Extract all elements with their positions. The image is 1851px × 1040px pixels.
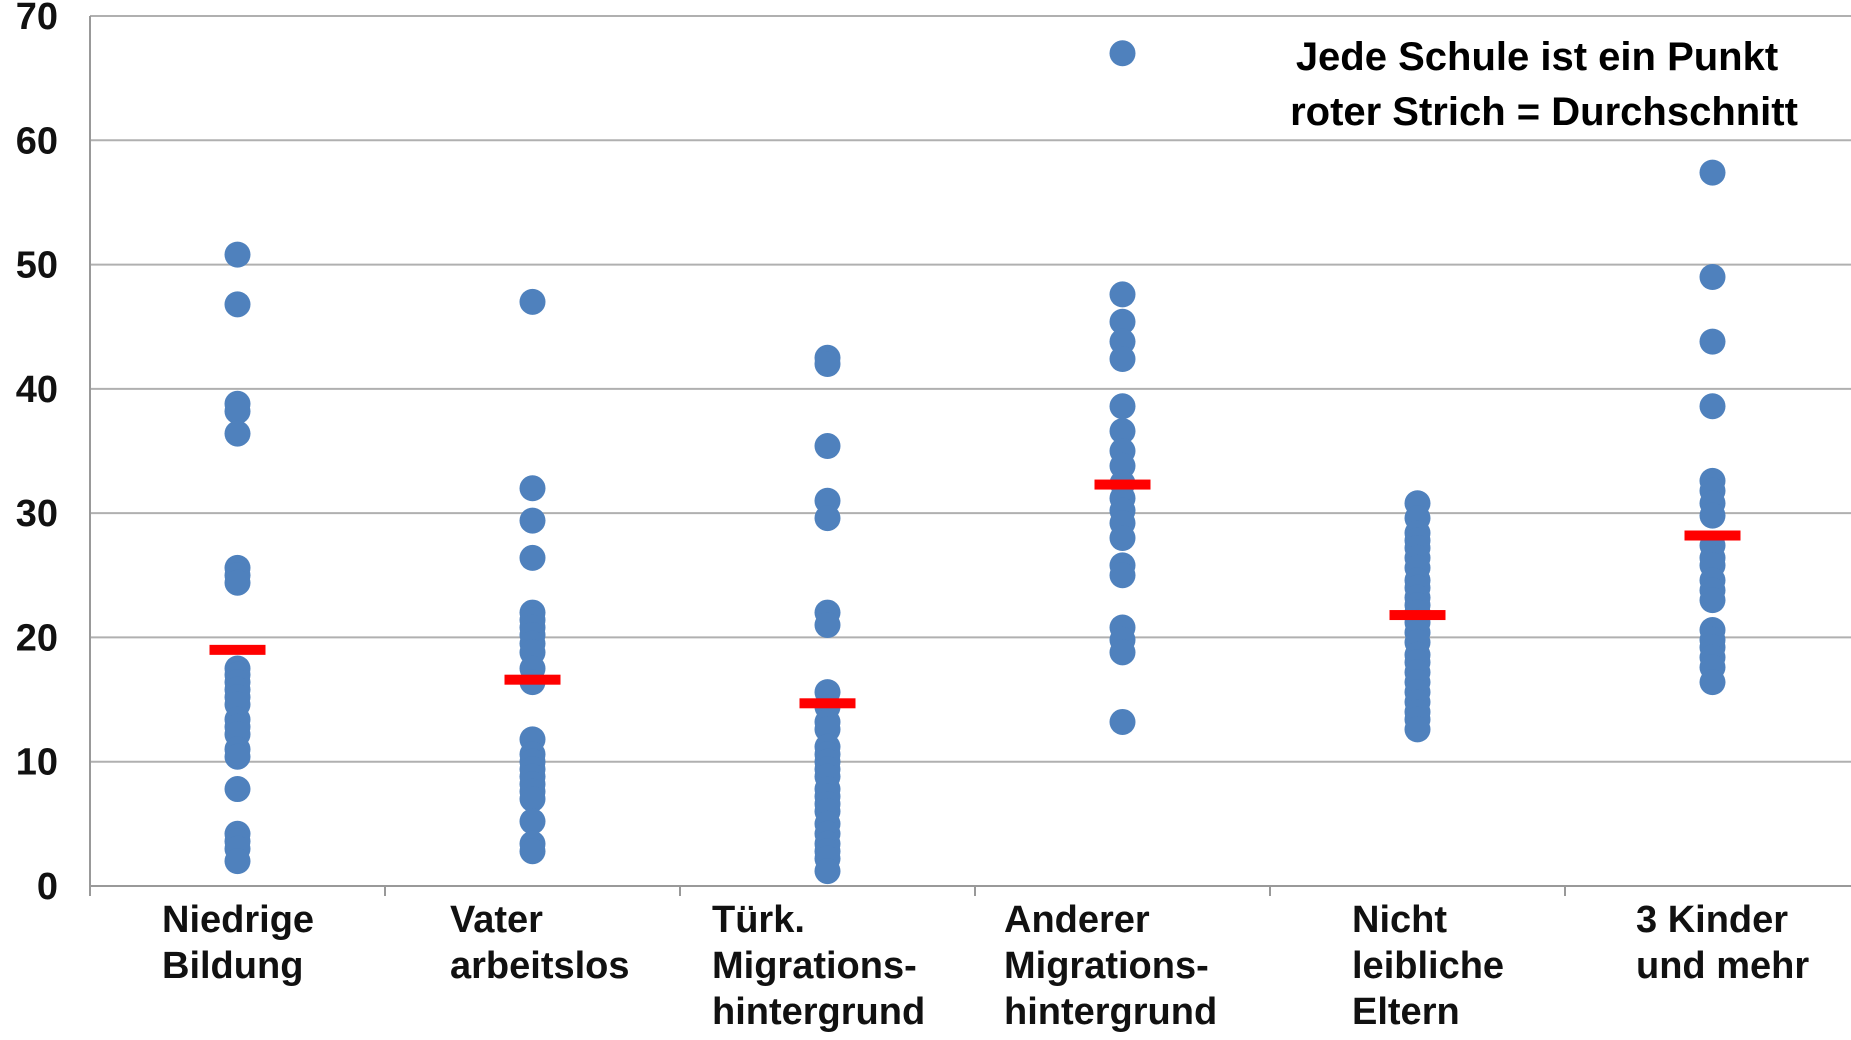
y-tick-label: 20 (16, 617, 58, 659)
data-point (814, 612, 841, 638)
annotation: Jede Schule ist ein Punkt roter Strich =… (1290, 35, 1798, 134)
data-point (519, 786, 546, 812)
mean-marker (799, 698, 856, 709)
data-point (1699, 328, 1726, 355)
data-point (224, 291, 251, 318)
data-point (1699, 393, 1726, 420)
mean-marker (209, 644, 266, 655)
data-point (1109, 308, 1136, 335)
data-point (519, 507, 546, 534)
mean-marker (504, 674, 561, 685)
y-tick-label: 60 (16, 120, 58, 162)
data-point (224, 569, 251, 596)
x-category-label-line: und mehr (1636, 945, 1809, 987)
y-tick-label: 30 (16, 493, 58, 535)
x-category-label-line: Vater (450, 899, 543, 941)
x-category-label-line: hintergrund (712, 991, 925, 1033)
x-category-label-line: hintergrund (1004, 991, 1217, 1033)
data-point (1109, 639, 1136, 666)
data-point (1699, 587, 1726, 614)
x-category-label: Vater arbeitslos (450, 899, 630, 987)
data-point (1109, 562, 1136, 589)
mean-markers (209, 479, 1741, 709)
x-category-label-line: Migrations- (1004, 945, 1209, 987)
x-category-label-line: leibliche (1352, 945, 1504, 987)
data-point (1109, 708, 1136, 735)
data-point (1699, 264, 1726, 290)
x-category-label-line: Anderer (1004, 899, 1150, 941)
data-point (224, 743, 251, 770)
x-category-label-line: Türk. (712, 899, 805, 941)
annotation-line-1: Jede Schule ist ein Punkt (1296, 35, 1778, 79)
y-tick-label: 0 (37, 866, 58, 908)
axes (89, 16, 1851, 896)
data-point (519, 838, 546, 865)
data-point (814, 351, 841, 377)
data-point (814, 433, 841, 460)
gridlines (90, 15, 1851, 763)
data-point (224, 398, 251, 425)
data-point (1109, 418, 1136, 445)
mean-marker (1684, 530, 1741, 541)
y-tick-label: 40 (16, 369, 58, 411)
x-category-label: Türk. Migrations-hintergrund (712, 899, 925, 1033)
mean-marker (1094, 479, 1151, 490)
data-point (1109, 40, 1136, 67)
y-tick-label: 10 (16, 742, 58, 784)
data-point (224, 776, 251, 803)
data-points (224, 40, 1726, 885)
data-point (1109, 281, 1136, 308)
x-category-label-line: Bildung (162, 945, 303, 987)
data-point (814, 505, 841, 532)
x-category-label: 3 Kinder und mehr (1636, 899, 1809, 987)
x-category-label: Nicht leibliche Eltern (1352, 899, 1504, 1033)
data-point (224, 848, 251, 875)
x-category-label: Anderer Migrations-hintergrund (1004, 899, 1217, 1033)
x-category-label-line: 3 Kinder (1636, 899, 1788, 941)
data-point (1699, 669, 1726, 696)
data-point (1699, 159, 1726, 186)
data-point (1109, 393, 1136, 420)
data-point (1109, 346, 1136, 373)
data-point (224, 241, 251, 268)
x-category-label-line: Nicht (1352, 899, 1447, 941)
annotation-line-2: roter Strich = Durchschnitt (1290, 90, 1798, 134)
x-category-label-line: arbeitslos (450, 945, 630, 987)
y-tick-labels: 0 10 20 30 40 50 60 70 (16, 0, 58, 908)
data-point (1404, 716, 1431, 743)
data-point (1699, 502, 1726, 529)
data-point (1109, 525, 1136, 551)
data-point (519, 544, 546, 571)
data-point (814, 858, 841, 885)
x-category-label-line: Migrations- (712, 945, 917, 987)
data-point (519, 288, 546, 315)
data-point (519, 475, 546, 502)
x-category-label-line: Eltern (1352, 991, 1460, 1033)
y-tick-label: 70 (16, 0, 58, 38)
data-point (224, 420, 251, 447)
x-category-label-line: Niedrige (162, 899, 314, 941)
mean-marker (1389, 610, 1446, 621)
x-category-label: Niedrige Bildung (162, 899, 314, 987)
data-point (519, 808, 546, 835)
y-tick-label: 50 (16, 245, 58, 287)
